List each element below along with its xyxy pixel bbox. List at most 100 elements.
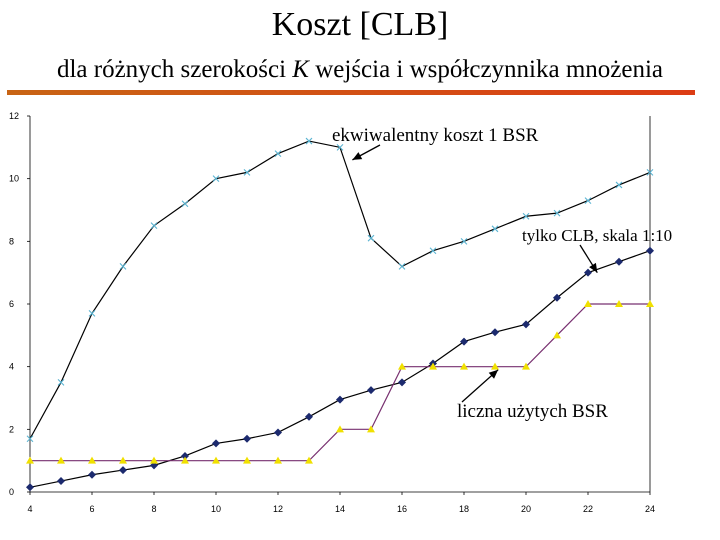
y-tick-label: 2 <box>9 424 14 434</box>
x-marker-stroke <box>398 263 406 270</box>
x-marker <box>336 143 344 151</box>
y-tick-label: 6 <box>9 299 14 309</box>
diamond-marker <box>584 268 592 277</box>
x-marker-stroke <box>181 200 189 208</box>
diamond-marker <box>88 470 96 479</box>
chart-title: Koszt [CLB] <box>271 6 449 43</box>
x-marker <box>460 237 468 245</box>
y-tick-label: 0 <box>9 487 14 497</box>
x-marker-stroke <box>646 169 654 176</box>
triangle-marker <box>305 456 313 464</box>
triangle-marker <box>274 456 282 464</box>
x-marker-stroke <box>243 169 251 176</box>
marker-layer <box>26 137 654 492</box>
annotation-bsr-label: liczna użytych BSR <box>457 401 608 422</box>
triangle-marker <box>57 456 65 464</box>
diamond-marker <box>57 477 65 486</box>
diamond-marker <box>336 395 344 404</box>
triangle-marker <box>212 456 220 464</box>
diamond-marker <box>243 434 251 443</box>
x-marker <box>522 212 530 220</box>
triangle-marker <box>181 456 189 464</box>
triangle-marker <box>398 362 406 370</box>
x-marker <box>398 263 406 270</box>
diamond-marker <box>522 320 530 329</box>
triangle-marker <box>646 300 654 307</box>
x-marker-stroke <box>584 197 592 204</box>
annotation-cost-label: ekwiwalentny koszt 1 BSR <box>332 125 539 146</box>
x-marker-stroke <box>429 247 437 255</box>
diamond-marker <box>26 483 34 492</box>
triangle-marker <box>429 362 437 370</box>
x-marker-stroke <box>212 175 220 183</box>
x-tick-label: 20 <box>521 504 531 514</box>
diamond-marker <box>274 428 282 437</box>
triangle-marker <box>522 362 530 370</box>
triangle-marker <box>150 456 158 464</box>
title-divider <box>7 90 695 95</box>
annotation-cost-arrow-head <box>352 152 363 160</box>
annotation-clb-arrow-head <box>589 262 598 273</box>
diamond-marker <box>646 246 654 255</box>
x-marker <box>181 200 189 208</box>
triangle-marker <box>336 425 344 433</box>
x-marker <box>367 234 375 242</box>
x-tick-label: 18 <box>459 504 469 514</box>
diamond-marker <box>398 378 406 387</box>
x-marker <box>57 378 65 386</box>
x-marker <box>212 175 220 183</box>
annotation-clb-label: tylko CLB, skala 1:10 <box>522 226 672 245</box>
y-tick-label: 12 <box>9 111 19 121</box>
x-tick-label: 16 <box>397 504 407 514</box>
diamond-marker <box>181 451 189 460</box>
x-marker-stroke <box>615 181 623 189</box>
triangle-marker <box>460 362 468 370</box>
diamond-marker <box>212 439 220 448</box>
x-tick-label: 6 <box>89 504 94 514</box>
diamond-marker <box>553 293 561 302</box>
x-tick-label: 8 <box>151 504 156 514</box>
x-marker <box>119 263 127 270</box>
series-clb-line <box>29 250 651 488</box>
x-marker <box>429 247 437 255</box>
x-marker <box>615 181 623 189</box>
x-tick-label: 24 <box>645 504 655 514</box>
x-marker-stroke <box>274 150 282 157</box>
triangle-marker <box>584 300 592 307</box>
chart-subtitle: dla różnych szerokości K wejścia i współ… <box>0 56 720 84</box>
series-bsr-line <box>30 303 650 462</box>
diamond-marker <box>491 328 499 337</box>
x-marker <box>305 137 313 145</box>
subtitle-post: wejścia i współczynnika mnożenia <box>308 56 664 83</box>
x-marker <box>491 225 499 233</box>
x-marker-stroke <box>367 234 375 242</box>
x-marker <box>274 150 282 157</box>
x-marker-stroke <box>491 225 499 233</box>
x-marker <box>553 209 561 217</box>
annotation-bsr-arrow-head <box>488 369 499 379</box>
x-marker-stroke <box>26 435 34 443</box>
diamond-marker <box>367 386 375 395</box>
x-tick-label: 10 <box>211 504 221 514</box>
x-marker <box>584 197 592 204</box>
x-marker-stroke <box>553 209 561 217</box>
triangle-marker <box>615 300 623 307</box>
diamond-marker <box>305 412 313 421</box>
x-marker-stroke <box>57 378 65 386</box>
x-tick-label: 22 <box>583 504 593 514</box>
triangle-marker <box>88 456 96 464</box>
triangle-marker <box>553 331 561 339</box>
series-layer <box>29 140 651 488</box>
x-marker <box>26 435 34 443</box>
x-tick-label: 14 <box>335 504 345 514</box>
triangle-marker <box>26 456 34 464</box>
x-marker <box>243 169 251 176</box>
triangle-marker <box>119 456 127 464</box>
y-tick-label: 10 <box>9 174 19 184</box>
series-cost-line <box>29 140 651 440</box>
x-marker <box>150 222 158 230</box>
y-tick-label: 4 <box>9 362 14 372</box>
x-marker <box>646 169 654 176</box>
